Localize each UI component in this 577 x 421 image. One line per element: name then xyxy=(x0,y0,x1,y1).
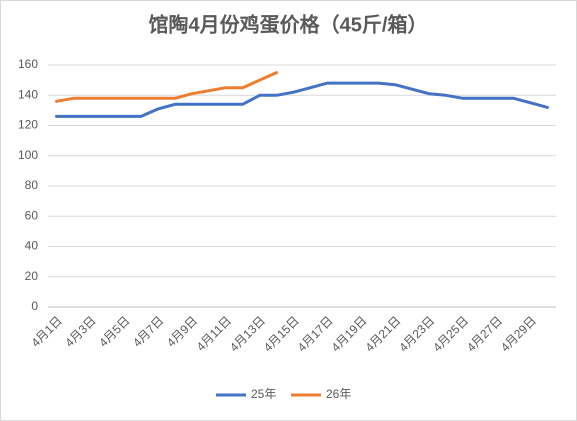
y-tick-label: 120 xyxy=(18,118,38,132)
y-tick-label: 40 xyxy=(25,239,39,253)
series-line xyxy=(55,71,279,103)
y-tick-label: 80 xyxy=(25,178,39,192)
chart-title: 馆陶4月份鸡蛋价格（45斤/箱） xyxy=(149,12,428,36)
legend-label: 25年 xyxy=(251,387,276,401)
legend-label: 26年 xyxy=(326,387,351,401)
y-tick-label: 60 xyxy=(25,208,39,222)
y-tick-label: 20 xyxy=(25,269,39,283)
y-tick-label: 140 xyxy=(18,87,38,101)
y-tick-label: 0 xyxy=(31,299,38,313)
series-line xyxy=(55,81,549,118)
y-tick-label: 160 xyxy=(18,57,38,71)
y-tick-label: 100 xyxy=(18,148,38,162)
